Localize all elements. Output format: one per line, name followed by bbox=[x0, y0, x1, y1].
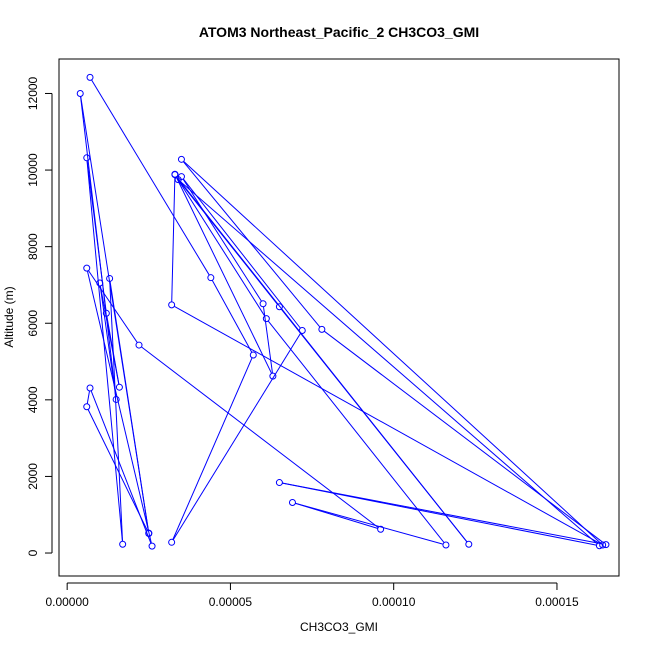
data-point bbox=[83, 403, 91, 411]
data-point bbox=[275, 479, 283, 487]
series-line-segment bbox=[87, 409, 148, 531]
chart-title: ATOM3 Northeast_Pacific_2 CH3CO3_GMI bbox=[199, 24, 479, 40]
series-line-segment bbox=[174, 305, 601, 544]
series-line-segment bbox=[80, 96, 149, 531]
data-point bbox=[288, 498, 296, 506]
series-line-segment bbox=[91, 79, 210, 276]
y-tick-label: 8000 bbox=[26, 233, 40, 260]
data-point bbox=[259, 300, 267, 308]
series-line-segment bbox=[141, 346, 379, 528]
data-point bbox=[76, 89, 84, 97]
data-point bbox=[442, 541, 450, 549]
data-point bbox=[595, 542, 603, 550]
data-point bbox=[168, 538, 176, 546]
series-line-segment bbox=[211, 280, 253, 353]
x-tick-label: 0.00010 bbox=[372, 595, 416, 609]
data-point bbox=[465, 540, 473, 548]
y-axis-label: Altitude (m) bbox=[2, 286, 16, 347]
data-point bbox=[96, 279, 104, 287]
series-line-segment bbox=[183, 178, 301, 329]
data-point bbox=[145, 529, 153, 537]
y-tick-label: 10000 bbox=[26, 153, 40, 187]
data-point bbox=[102, 309, 110, 317]
series-line-segment bbox=[180, 181, 598, 545]
x-tick-label: 0.00000 bbox=[45, 595, 89, 609]
data-point bbox=[318, 325, 326, 333]
data-point bbox=[83, 264, 91, 272]
data-point bbox=[275, 303, 283, 311]
data-point bbox=[83, 154, 91, 162]
data-point bbox=[115, 383, 123, 391]
data-point bbox=[119, 540, 127, 548]
y-tick-label: 0 bbox=[26, 549, 40, 556]
data-point bbox=[86, 384, 94, 392]
series-line-segment bbox=[175, 176, 272, 374]
series-line-segment bbox=[172, 332, 302, 540]
data-point bbox=[86, 73, 94, 81]
series-line-segment bbox=[324, 330, 604, 544]
series-line-segment bbox=[263, 306, 273, 373]
data-point bbox=[177, 155, 185, 163]
data-point bbox=[602, 541, 610, 549]
series-line-segment bbox=[87, 271, 152, 544]
data-point bbox=[377, 525, 385, 533]
series-line-segment bbox=[267, 320, 445, 543]
data-point bbox=[148, 542, 156, 550]
data-point bbox=[174, 176, 182, 184]
y-tick-label: 4000 bbox=[26, 386, 40, 413]
series-line-segment bbox=[282, 482, 597, 546]
series-line-segment bbox=[183, 161, 601, 544]
x-axis-label: CH3CO3_GMI bbox=[300, 620, 378, 634]
data-point bbox=[298, 327, 306, 335]
series-line-segment bbox=[183, 161, 321, 328]
series-line-segment bbox=[176, 177, 266, 317]
x-tick-label: 0.00005 bbox=[209, 595, 253, 609]
y-axis: 0 2000 4000 6000 8000 10000 12000 bbox=[26, 76, 53, 556]
series-line-segment bbox=[295, 502, 443, 545]
series-line-segment bbox=[172, 357, 253, 540]
data-point bbox=[599, 541, 607, 549]
x-tick-label: 0.00015 bbox=[535, 595, 579, 609]
data-point bbox=[106, 274, 114, 282]
plot-frame bbox=[58, 58, 620, 577]
y-tick-label: 6000 bbox=[26, 310, 40, 337]
data-point bbox=[249, 351, 257, 359]
data-point bbox=[112, 395, 120, 403]
series-line-segment bbox=[86, 160, 123, 542]
data-point bbox=[207, 274, 215, 282]
series-line-segment bbox=[176, 176, 468, 543]
data-series bbox=[76, 73, 610, 550]
series-line-segment bbox=[295, 502, 378, 529]
y-tick-label: 12000 bbox=[26, 76, 40, 110]
series-line-segment bbox=[109, 281, 124, 542]
series-line-segment bbox=[80, 96, 117, 397]
series-line-segment bbox=[86, 391, 90, 404]
data-point bbox=[171, 171, 179, 179]
series-line-segment bbox=[182, 178, 262, 302]
data-point bbox=[269, 372, 277, 380]
data-point bbox=[135, 341, 143, 349]
data-point bbox=[262, 315, 270, 323]
y-tick-label: 2000 bbox=[26, 463, 40, 490]
series-line-segment bbox=[99, 286, 120, 385]
data-point bbox=[168, 301, 176, 309]
x-axis: 0.00000 0.00005 0.00010 0.00015 bbox=[45, 582, 579, 609]
series-line-segment bbox=[171, 177, 176, 302]
